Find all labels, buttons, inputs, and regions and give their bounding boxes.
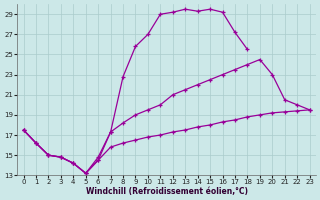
X-axis label: Windchill (Refroidissement éolien,°C): Windchill (Refroidissement éolien,°C) — [85, 187, 248, 196]
